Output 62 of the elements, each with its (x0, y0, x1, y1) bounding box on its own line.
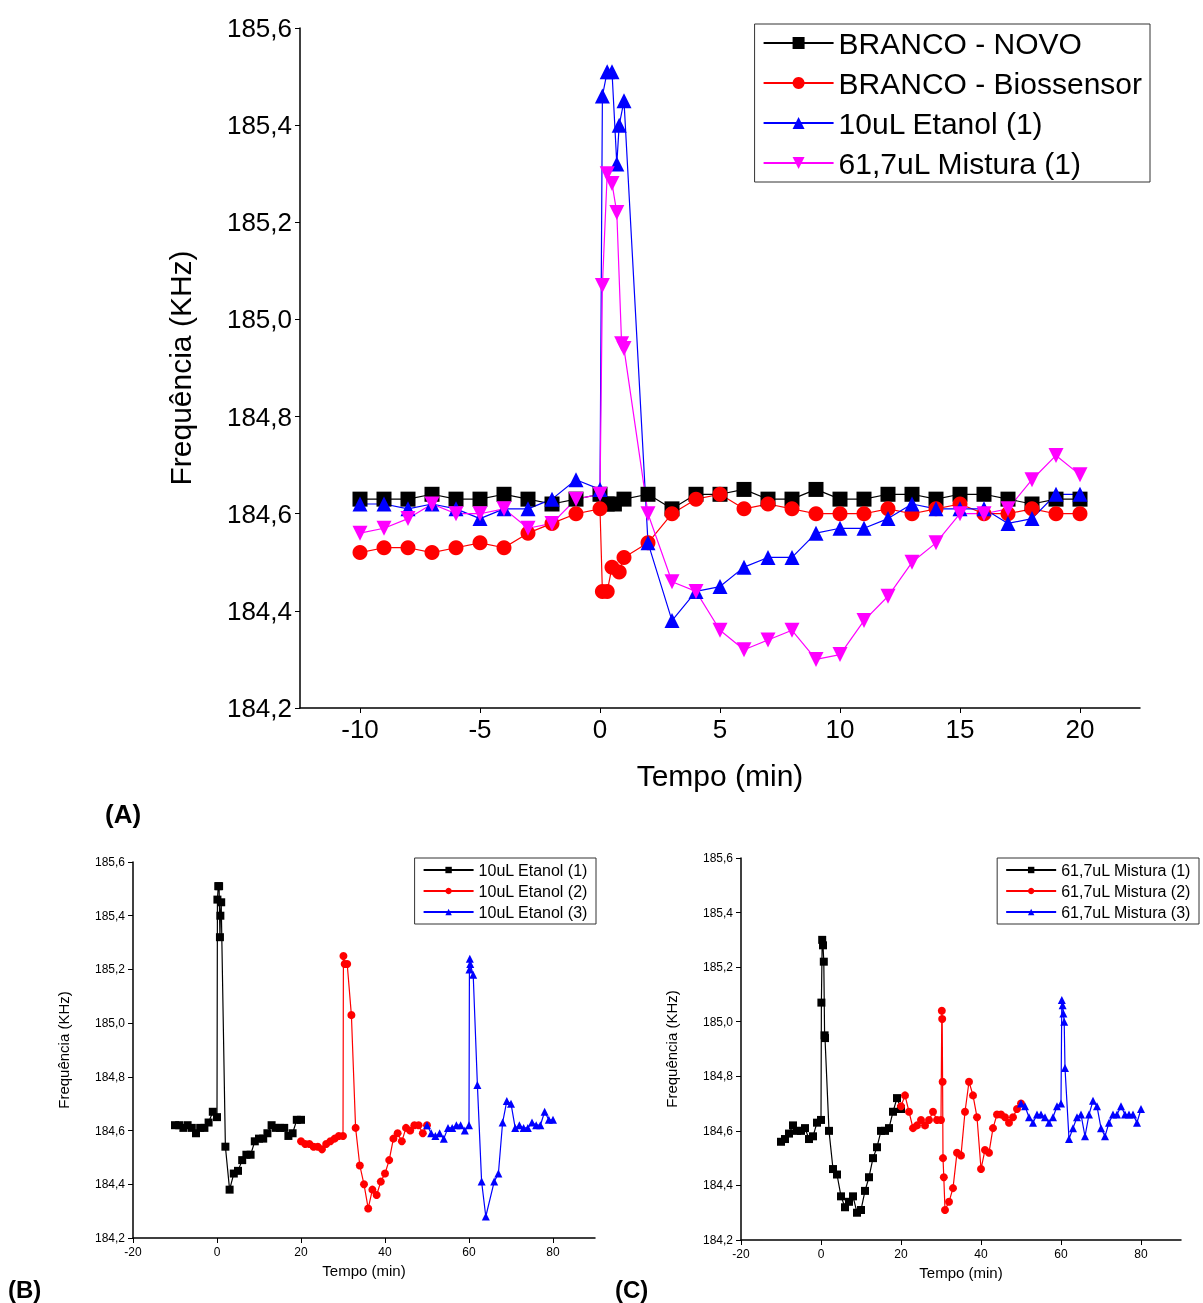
x-tick-label: 0 (213, 1245, 221, 1259)
legend-label: BRANCO - Biossensor (838, 66, 1143, 100)
x-tick-label: 0 (817, 1247, 825, 1261)
y-tick-label: 185,6 (226, 13, 292, 43)
y-tick-label: 185,2 (94, 962, 126, 977)
legend-label: 61,7uL Mistura (2) (1061, 882, 1191, 900)
text: (A) (105, 799, 142, 829)
x-tick-label: -20 (732, 1247, 750, 1261)
x-tick-label: -5 (468, 714, 492, 744)
y-axis-title: Frequência (KHz) (663, 990, 680, 1108)
y-axis-title: Frequência (KHz) (163, 250, 197, 486)
x-tick-label: 20 (894, 1247, 908, 1261)
legend-label: 10uL Etanol (1) (478, 861, 588, 879)
legend-label: 61,7uL Mistura (3) (1061, 903, 1191, 921)
y-tick-label: 184,6 (94, 1123, 126, 1138)
x-tick-label: 20 (294, 1245, 308, 1259)
x-tick-label: 60 (1054, 1247, 1068, 1261)
legend-label: 10uL Etanol (1) (838, 106, 1043, 140)
x-tick-label: 40 (974, 1247, 988, 1261)
y-tick-label: 184,6 (702, 1123, 734, 1138)
y-axis-title: Frequência (KHz) (55, 991, 72, 1109)
x-tick-label: -10 (341, 714, 379, 744)
x-tick-label: 5 (712, 714, 728, 744)
y-tick-label: 185,2 (226, 207, 292, 238)
legend-label: 61,7uL Mistura (1) (1061, 861, 1191, 879)
y-tick-label: 184,4 (226, 595, 292, 626)
x-tick-label: 20 (1065, 714, 1095, 744)
y-tick-label: 184,8 (226, 401, 292, 432)
x-tick-label: 80 (546, 1245, 560, 1259)
x-tick-label: 80 (1134, 1247, 1148, 1261)
x-tick-label: 40 (378, 1245, 392, 1259)
legend-label: BRANCO - NOVO (838, 26, 1082, 60)
legend-label: 61,7uL Mistura (1) (838, 146, 1081, 180)
y-tick-label: 184,2 (226, 693, 292, 723)
x-axis-title: Tempo (min) (919, 1263, 1003, 1281)
y-tick-label: 185,2 (702, 960, 734, 975)
y-tick-label: 184,8 (94, 1069, 126, 1084)
y-tick-label: 185,0 (702, 1014, 734, 1029)
legend-label: 10uL Etanol (2) (478, 882, 588, 900)
x-tick-label: 0 (592, 714, 608, 744)
y-tick-label: 184,4 (702, 1178, 734, 1193)
text: (C) (615, 1275, 649, 1303)
y-tick-label: 185,4 (226, 110, 292, 141)
x-axis-title: Tempo (min) (322, 1261, 406, 1279)
y-tick-label: 185,6 (702, 851, 734, 865)
x-tick-label: 60 (462, 1245, 476, 1259)
x-tick-label: -20 (124, 1245, 142, 1259)
y-tick-label: 185,4 (94, 908, 126, 923)
y-tick-label: 185,4 (702, 905, 734, 920)
legend-label: 10uL Etanol (3) (478, 903, 588, 921)
y-tick-label: 184,8 (702, 1069, 734, 1084)
x-axis-title: Tempo (min) (636, 758, 804, 792)
y-tick-label: 185,6 (94, 855, 126, 869)
y-tick-label: 184,2 (702, 1233, 734, 1247)
y-tick-label: 185,0 (94, 1016, 126, 1031)
x-tick-label: 15 (945, 714, 975, 744)
text: (B) (8, 1275, 42, 1303)
x-tick-label: 10 (825, 714, 855, 744)
y-tick-label: 184,6 (226, 498, 292, 529)
y-tick-label: 184,4 (94, 1177, 126, 1192)
y-tick-label: 184,2 (94, 1231, 126, 1245)
y-tick-label: 185,0 (226, 304, 292, 335)
